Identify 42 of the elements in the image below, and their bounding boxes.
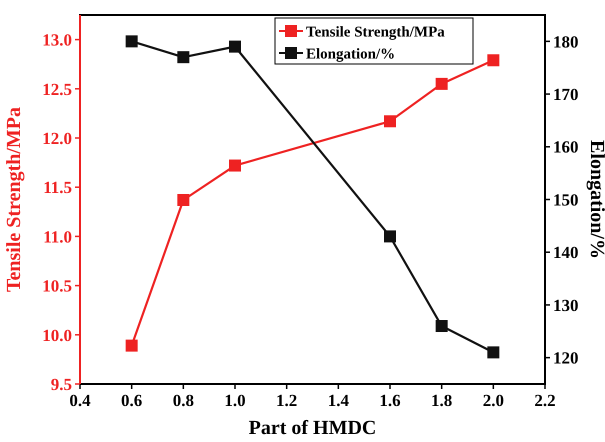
point xyxy=(487,346,500,358)
x-axis-title: Part of HMDC xyxy=(248,417,376,439)
y-tick-label: 11.5 xyxy=(43,178,72,198)
point xyxy=(384,115,396,128)
y2-tick-label: 170 xyxy=(553,85,578,104)
x-tick-label: 2.0 xyxy=(482,391,504,410)
y2-tick-label: 120 xyxy=(553,348,578,368)
x-tick-label: 1.8 xyxy=(431,391,452,410)
x-tick-label: 0.6 xyxy=(121,391,142,410)
x-tick-label: 0.8 xyxy=(172,391,194,410)
x-tick-label: 1.0 xyxy=(224,391,246,410)
y2-axis-title: Elongation/% xyxy=(586,140,605,259)
point xyxy=(487,54,500,66)
x-tick-label: 0.4 xyxy=(69,391,92,410)
y2-tick-label: 130 xyxy=(553,296,578,315)
point xyxy=(436,320,448,332)
y2-tick-label: 150 xyxy=(553,190,578,210)
point xyxy=(177,51,190,64)
y2-tick-label: 160 xyxy=(553,138,578,157)
y-tick-label: 10.5 xyxy=(42,276,72,296)
x-tick-label: 2.2 xyxy=(534,391,556,410)
point xyxy=(126,35,138,48)
y-axis-title: Tensile Strength/MPa xyxy=(3,106,25,292)
point xyxy=(229,160,241,172)
point xyxy=(177,194,190,206)
y2-tick-label: 180 xyxy=(553,32,578,52)
legend-label: Tensile Strength/MPa xyxy=(306,24,446,40)
y2-tick-label: 140 xyxy=(553,243,578,262)
x-tick-label: 1.4 xyxy=(328,391,350,410)
y-tick-label: 10.0 xyxy=(42,326,72,345)
y-tick-label: 13.0 xyxy=(42,30,72,50)
legend-label: Elongation/% xyxy=(306,46,396,62)
point xyxy=(436,78,448,90)
point xyxy=(384,230,396,242)
y-tick-label: 9.5 xyxy=(50,374,72,394)
point xyxy=(126,340,138,352)
point xyxy=(229,40,241,53)
x-tick-label: 1.6 xyxy=(379,391,401,410)
y-tick-label: 11.0 xyxy=(43,227,72,246)
y-tick-label: 12.5 xyxy=(42,80,72,99)
y-tick-label: 12.0 xyxy=(42,128,72,148)
x-tick-label: 1.2 xyxy=(276,391,298,410)
